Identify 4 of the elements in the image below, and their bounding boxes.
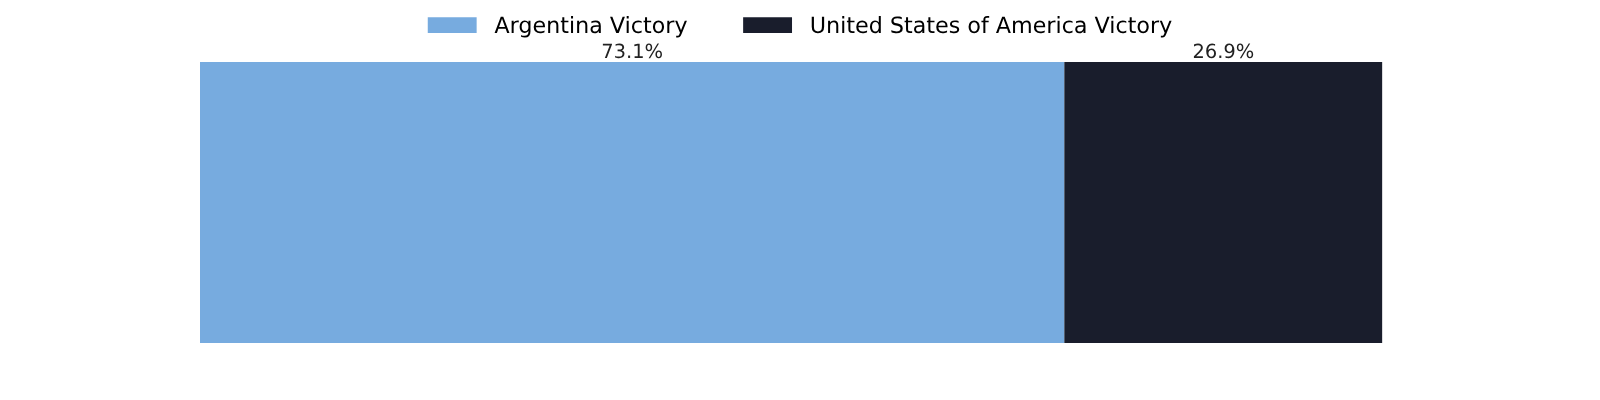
data-label: 73.1% [602, 43, 662, 59]
legend-label: United States of America Victory [811, 16, 1172, 38]
data-label: 26.9% [1193, 43, 1254, 59]
legend-label: Argentina Victory [494, 16, 687, 38]
